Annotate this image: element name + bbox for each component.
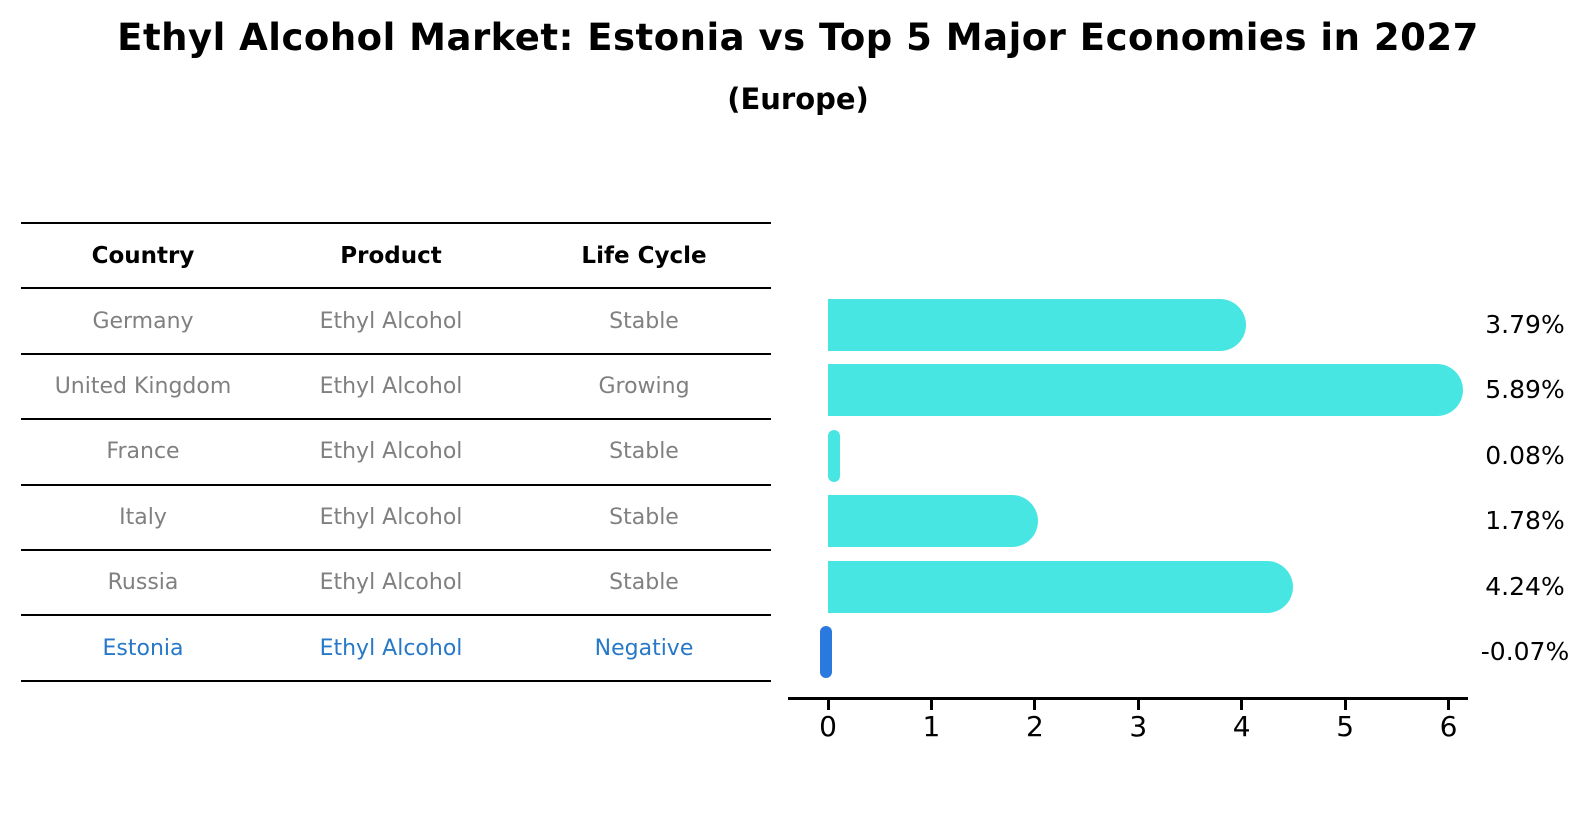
table-row: Italy Ethyl Alcohol Stable xyxy=(21,483,771,549)
table-cell-country: Russia xyxy=(107,570,179,596)
x-axis-tick-label: 1 xyxy=(922,710,941,743)
table-row: Germany Ethyl Alcohol Stable xyxy=(21,287,771,352)
x-axis-tick xyxy=(1447,700,1451,710)
bar-value-label: 3.79% xyxy=(1485,310,1565,339)
bar-estonia xyxy=(820,626,832,679)
x-axis-tick-label: 6 xyxy=(1439,710,1458,743)
table-cell-life-cycle: Stable xyxy=(609,308,679,334)
table-cell-life-cycle: Growing xyxy=(598,373,690,399)
bar-value-label: 0.08% xyxy=(1485,440,1565,470)
chart-subtitle: (Europe) xyxy=(727,82,869,116)
x-axis-tick-label: 3 xyxy=(1129,710,1148,743)
table-cell-product: Ethyl Alcohol xyxy=(319,635,463,661)
table-header-row: Country Product Life Cycle xyxy=(21,222,771,287)
x-axis-tick-label: 5 xyxy=(1336,710,1355,743)
table-cell-country: United Kingdom xyxy=(54,373,232,399)
table-cell-country: Germany xyxy=(92,308,194,334)
table-cell-product: Ethyl Alcohol xyxy=(319,439,463,465)
table-row: France Ethyl Alcohol Stable xyxy=(21,418,771,483)
x-axis-tick xyxy=(1240,700,1244,710)
bar-value-label: -0.07% xyxy=(1480,637,1570,667)
chart-title: Ethyl Alcohol Market: Estonia vs Top 5 M… xyxy=(117,16,1479,59)
table-header-cell: Product xyxy=(340,242,442,269)
table-cell-product: Ethyl Alcohol xyxy=(319,570,463,596)
table-header-cell: Country xyxy=(91,242,195,269)
bar-value-label: 1.78% xyxy=(1485,506,1565,536)
table-cell-country: France xyxy=(106,439,180,465)
table-cell-country: Italy xyxy=(119,504,167,530)
x-axis-tick xyxy=(1343,700,1347,710)
comparison-table: Country Product Life Cycle Germany Ethyl Alc… xyxy=(21,222,771,682)
table-cell-product: Ethyl Alcohol xyxy=(319,504,463,530)
table-cell-product: Ethyl Alcohol xyxy=(319,373,463,399)
bar-united-kingdom xyxy=(828,364,1464,417)
table-cell-life-cycle: Stable xyxy=(609,504,679,530)
table-cell-country: Estonia xyxy=(102,635,184,661)
bar-germany xyxy=(828,299,1246,351)
table-row: Estonia Ethyl Alcohol Negative xyxy=(21,614,771,682)
x-axis-line xyxy=(788,697,1468,700)
table-header-cell: Life Cycle xyxy=(581,242,707,269)
x-axis-tick xyxy=(826,700,830,710)
bar-russia xyxy=(828,560,1293,613)
table-cell-life-cycle: Stable xyxy=(609,439,679,465)
table-row: United Kingdom Ethyl Alcohol Growing xyxy=(21,352,771,418)
bar-value-label: 4.24% xyxy=(1485,571,1565,601)
x-axis-tick xyxy=(1136,700,1140,710)
x-axis-tick xyxy=(1033,700,1037,710)
table-cell-life-cycle: Negative xyxy=(594,635,694,661)
bar-value-label: 5.89% xyxy=(1485,375,1565,405)
x-axis-tick-label: 2 xyxy=(1025,710,1044,743)
table-cell-product: Ethyl Alcohol xyxy=(319,308,463,334)
x-axis-tick xyxy=(929,700,933,710)
bar-italy xyxy=(828,495,1039,548)
x-axis-tick-label: 4 xyxy=(1232,710,1251,743)
bar-france xyxy=(828,429,840,482)
x-axis-tick-label: 0 xyxy=(819,710,837,743)
table-row: Russia Ethyl Alcohol Stable xyxy=(21,548,771,614)
table-cell-life-cycle: Stable xyxy=(609,570,679,596)
